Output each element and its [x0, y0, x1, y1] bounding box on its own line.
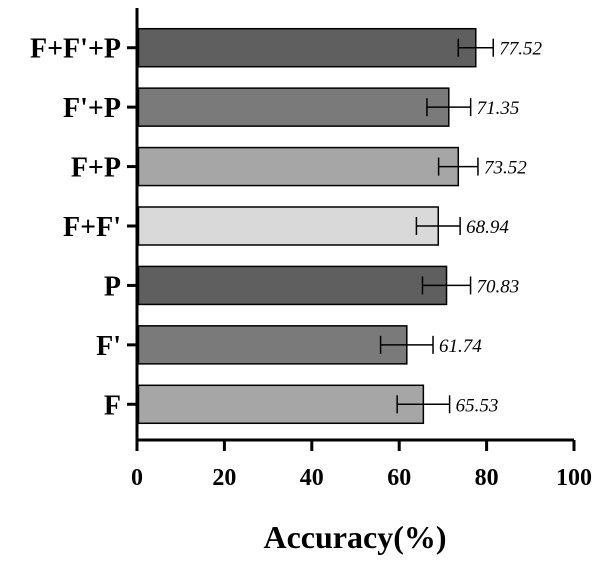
- bar-6: [137, 384, 425, 425]
- data-label-5: 61.74: [439, 336, 482, 357]
- category-label-3: F+F': [63, 212, 121, 243]
- category-label-5: F': [96, 331, 121, 362]
- data-label-0: 77.52: [499, 39, 542, 60]
- bar-3: [137, 206, 440, 246]
- bar-1: [137, 87, 450, 127]
- data-label-3: 68.94: [466, 217, 509, 238]
- x-tick-label-0: 0: [131, 465, 143, 491]
- labels-layer: F+F'+P 77.52 F'+P 71.35 F+P 73.52 F+F' 68.94 P 70…: [30, 34, 592, 491]
- data-label-1: 71.35: [477, 98, 520, 119]
- category-label-6: F: [104, 390, 121, 421]
- category-label-0: F+F'+P: [30, 34, 121, 65]
- axes-layer: [127, 8, 576, 451]
- bar-2: [137, 146, 460, 187]
- x-tick-label-3: 60: [387, 465, 411, 491]
- x-tick-label-4: 80: [475, 465, 499, 491]
- bar-0: [137, 27, 477, 68]
- category-label-4: P: [104, 271, 121, 302]
- data-label-2: 73.52: [484, 158, 527, 179]
- bar-4: [137, 265, 448, 306]
- data-label-4: 70.83: [477, 276, 520, 297]
- x-tick-label-1: 20: [212, 465, 236, 491]
- data-label-6: 65.53: [456, 395, 499, 416]
- x-tick-label-5: 100: [556, 465, 592, 491]
- x-tick-label-2: 40: [300, 465, 324, 491]
- x-axis-title: Accuracy(%): [263, 519, 446, 555]
- bars-layer: [137, 27, 494, 425]
- category-label-2: F+P: [71, 153, 121, 184]
- bar-5: [137, 325, 408, 365]
- category-label-1: F'+P: [63, 93, 121, 124]
